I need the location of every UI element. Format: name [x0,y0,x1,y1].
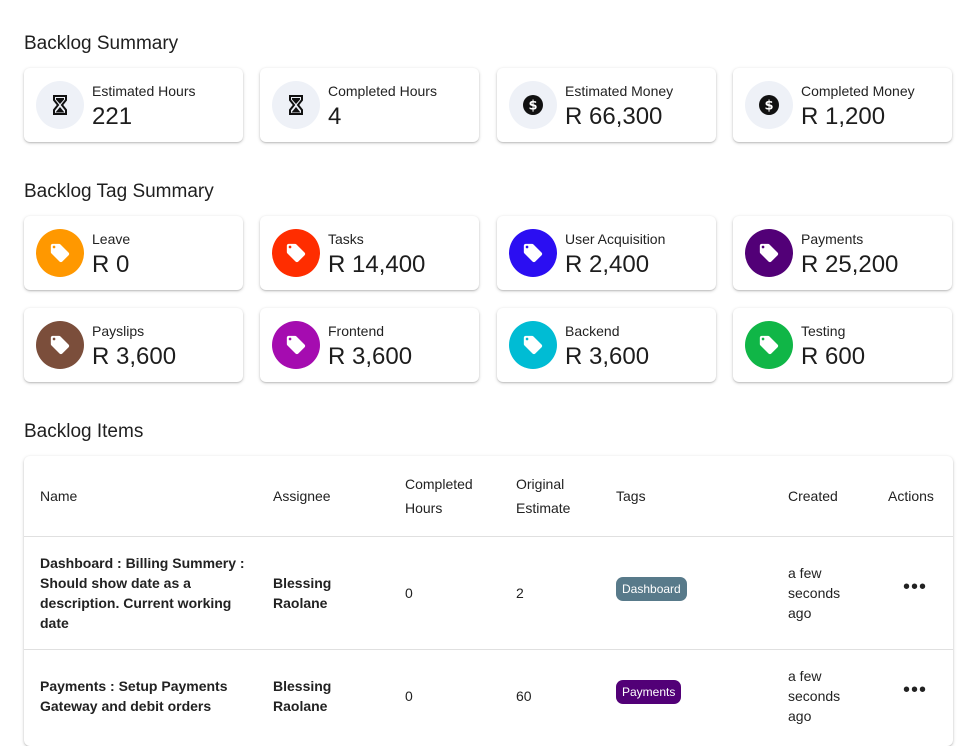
text-line: Raolane [273,595,328,611]
item-created: a few seconds ago [788,666,840,726]
tag-badge[interactable]: Payments [616,680,682,704]
card-value: R 3,600 [565,343,650,370]
divider [24,649,953,650]
card-value: R 1,200 [801,103,886,130]
svg-text:$: $ [528,99,537,114]
column-header-created[interactable]: Created [788,488,838,504]
column-header-actions: Actions [888,488,934,504]
tag-card-leave: Leave R 0 [24,216,243,290]
header-line: Hours [405,500,443,516]
card-label: Leave [92,231,131,247]
tag-card-payments: Payments R 25,200 [733,216,952,290]
backlog-summary-title: Backlog Summary [24,33,179,54]
tag-card-user-acquisition: User Acquisition R 2,400 [497,216,716,290]
header-line: Estimate [516,500,571,516]
backlog-tag-summary-title: Backlog Tag Summary [24,181,214,202]
card-value: R 66,300 [565,103,663,130]
tag-icon [272,321,320,369]
header-line: Completed [405,476,473,492]
tag-card-testing: Testing R 600 [733,308,952,382]
header-line: Original [516,476,565,492]
column-header-assignee[interactable]: Assignee [273,488,331,504]
text-line: a few [788,668,822,684]
text-line: Raolane [273,698,328,714]
completed-hours-card: Completed Hours 4 [260,68,479,142]
card-value: R 14,400 [328,251,426,278]
tag-icon [509,229,557,277]
tag-icon [36,321,84,369]
dollar-icon: $ [509,81,557,129]
text-line: description. Current working [40,595,232,611]
card-label: Completed Hours [328,83,437,99]
text-line: date [40,615,69,631]
card-label: Estimated Money [565,83,674,99]
item-original-estimate: 60 [516,688,532,704]
estimated-hours-card: Estimated Hours 221 [24,68,243,142]
card-label: Backend [565,323,620,339]
item-name[interactable]: Dashboard : Billing Summery : Should sho… [40,553,250,633]
card-value: 221 [92,103,133,130]
backlog-items-title: Backlog Items [24,421,144,442]
item-name[interactable]: Payments : Setup Payments Gateway and de… [40,676,250,716]
text-line: Should show date as a [40,575,191,591]
tag-card-frontend: Frontend R 3,600 [260,308,479,382]
tag-icon [745,229,793,277]
text-line: seconds [788,585,841,601]
hourglass-icon [36,81,84,129]
text-line: Payments : Setup Payments [40,678,228,694]
tag-icon [745,321,793,369]
completed-money-card: $ Completed Money R 1,200 [733,68,952,142]
card-label: User Acquisition [565,231,666,247]
card-value: R 600 [801,343,866,370]
text-line: a few [788,565,822,581]
item-original-estimate: 2 [516,585,524,601]
backlog-items-table: Name Assignee Completed Hours Original E… [24,456,953,746]
tag-card-tasks: Tasks R 14,400 [260,216,479,290]
column-header-tags[interactable]: Tags [616,488,646,504]
item-assignee: Blessing Raolane [273,676,331,716]
card-value: R 3,600 [92,343,177,370]
card-label: Payslips [92,323,145,339]
more-actions-icon[interactable]: ••• [903,576,928,598]
card-label: Testing [801,323,846,339]
card-label: Completed Money [801,83,915,99]
tag-badge[interactable]: Dashboard [616,577,687,601]
card-label: Tasks [328,231,364,247]
tag-card-backend: Backend R 3,600 [497,308,716,382]
item-assignee: Blessing Raolane [273,573,331,613]
dollar-icon: $ [745,81,793,129]
card-label: Estimated Hours [92,83,196,99]
card-value: R 3,600 [328,343,413,370]
text-line: Blessing [273,575,332,591]
column-header-original-estimate[interactable]: Original Estimate [516,472,570,520]
estimated-money-card: $ Estimated Money R 66,300 [497,68,716,142]
tag-icon [509,321,557,369]
tag-icon [36,229,84,277]
card-value: 4 [328,103,342,130]
column-header-completed-hours[interactable]: Completed Hours [405,472,473,520]
text-line: Dashboard : Billing Summery : [40,555,245,571]
card-label: Payments [801,231,864,247]
card-value: R 0 [92,251,130,278]
text-line: Blessing [273,678,332,694]
tag-card-payslips: Payslips R 3,600 [24,308,243,382]
card-value: R 25,200 [801,251,899,278]
text-line: ago [788,605,812,621]
hourglass-icon [272,81,320,129]
text-line: seconds [788,688,841,704]
card-value: R 2,400 [565,251,650,278]
item-created: a few seconds ago [788,563,840,623]
tag-icon [272,229,320,277]
card-label: Frontend [328,323,385,339]
text-line: Gateway and debit orders [40,698,212,714]
svg-text:$: $ [764,99,773,114]
divider [24,536,953,537]
item-completed-hours: 0 [405,688,413,704]
text-line: ago [788,708,812,724]
column-header-name[interactable]: Name [40,488,78,504]
item-completed-hours: 0 [405,585,413,601]
more-actions-icon[interactable]: ••• [903,679,928,701]
